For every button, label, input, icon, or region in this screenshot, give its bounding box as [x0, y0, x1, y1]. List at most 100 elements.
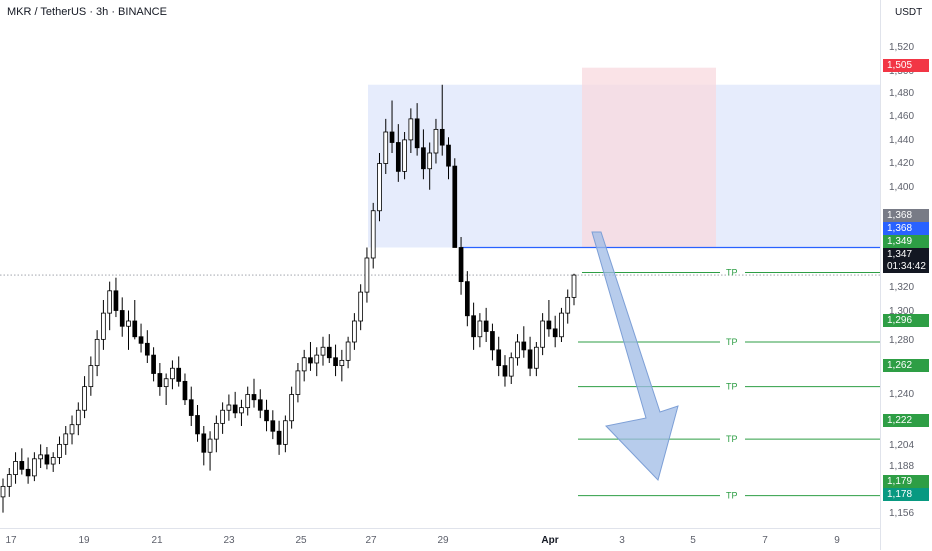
- candle-body: [320, 346, 326, 356]
- price-tick: 1,204: [889, 440, 915, 451]
- price-tick: 1,440: [889, 135, 915, 146]
- countdown-label: 01:34:42: [883, 260, 929, 273]
- symbol-title: MKR / TetherUS · 3h · BINANCE: [7, 6, 167, 18]
- time-tick: 5: [690, 535, 696, 546]
- candle-body: [13, 461, 18, 475]
- candle-body: [358, 291, 364, 322]
- stop-price-label: 1,505: [883, 59, 929, 72]
- candle-body: [339, 359, 345, 367]
- candle-body: [571, 274, 577, 298]
- time-tick: 7: [762, 535, 768, 546]
- tp-label: TP: [726, 267, 738, 277]
- candle-body: [521, 341, 527, 351]
- candle-body: [496, 349, 502, 367]
- entry-price-label-blue: 1,368: [883, 222, 929, 235]
- candle-body: [377, 163, 382, 212]
- candle-body: [477, 320, 483, 338]
- price-tick: 1,420: [889, 158, 915, 169]
- candle-body: [352, 320, 357, 343]
- candle-body: [326, 346, 332, 359]
- price-tick: 1,280: [889, 335, 915, 346]
- candle-body: [25, 468, 31, 477]
- candle-body: [559, 312, 564, 338]
- candle-body: [471, 315, 476, 338]
- candle-body: [483, 320, 489, 332]
- candle-body: [220, 409, 225, 424]
- candle-body: [132, 320, 138, 338]
- time-tick: 27: [365, 535, 377, 546]
- currency-label[interactable]: USDT: [895, 7, 923, 18]
- time-tick: 3: [619, 535, 625, 546]
- candle-body: [421, 147, 426, 170]
- candle-body: [176, 367, 182, 382]
- candle-body: [226, 404, 232, 411]
- tp-label: TP: [726, 337, 738, 347]
- tp3-price-label: 1,262: [883, 359, 929, 372]
- candle-body: [19, 461, 25, 470]
- candle-body: [395, 142, 401, 172]
- chart-area[interactable]: TP TP TP TP TP MKR / TetherUS · 3h · BINANCE: [0, 0, 880, 528]
- candle-body: [69, 424, 75, 435]
- zones-layer: [368, 67, 880, 248]
- candle-body: [75, 409, 81, 426]
- tp2-price-label: 1,296: [883, 314, 929, 327]
- candle-body: [383, 131, 389, 164]
- price-tick: 1,480: [889, 88, 915, 99]
- candle-body: [170, 367, 175, 380]
- time-tick: 25: [295, 535, 307, 546]
- candle-body: [57, 443, 62, 458]
- candle-body: [458, 247, 464, 283]
- price-tick: 1,520: [889, 42, 915, 53]
- candle-body: [32, 458, 37, 477]
- candle-body: [433, 128, 439, 154]
- candle-body: [182, 380, 188, 401]
- candle-body: [427, 152, 433, 170]
- candle-body: [540, 320, 545, 348]
- candle-body: [333, 357, 338, 367]
- time-tick: 21: [151, 535, 163, 546]
- candle-body: [534, 346, 539, 369]
- candle-body: [308, 357, 313, 364]
- candle-body: [0, 485, 6, 498]
- candle-body: [276, 430, 282, 445]
- down-arrow-icon: [591, 231, 679, 481]
- candle-body: [201, 433, 207, 453]
- candle-body: [408, 118, 414, 141]
- candle-body: [452, 165, 458, 248]
- candle-body: [270, 420, 276, 432]
- candle-body: [213, 422, 219, 440]
- candle-body: [94, 338, 100, 367]
- time-axis[interactable]: 17 19 21 23 25 27 29 Apr 3 5 7 9: [0, 528, 880, 551]
- price-axis[interactable]: USDT 1,520 1,500 1,480 1,460 1,440 1,420…: [880, 0, 932, 550]
- candle-body: [6, 474, 12, 487]
- price-tick: 1,400: [889, 182, 915, 193]
- time-tick: 29: [437, 535, 449, 546]
- candle-body: [490, 331, 495, 351]
- candle-body: [364, 257, 370, 293]
- candle-body: [207, 438, 213, 453]
- stop-loss-zone: [582, 67, 716, 248]
- current-price-label: 1,347: [883, 248, 929, 261]
- candle-body: [245, 394, 251, 409]
- time-tick: 19: [78, 535, 90, 546]
- candle-body: [251, 394, 257, 401]
- lines-layer: TP TP TP TP TP: [0, 246, 880, 501]
- candle-body: [295, 370, 301, 395]
- price-tick: 1,188: [889, 461, 915, 472]
- candle-body: [546, 320, 552, 330]
- price-tick: 1,300: [889, 306, 915, 317]
- candle-body: [370, 210, 376, 259]
- price-tick: 1,460: [889, 111, 915, 122]
- candle-body: [289, 394, 294, 422]
- candle-body: [552, 328, 558, 338]
- price-tick: 1,156: [889, 508, 915, 519]
- price-chart[interactable]: TP TP TP TP TP: [0, 0, 880, 528]
- candle-body: [314, 354, 320, 364]
- candle-body: [527, 349, 533, 369]
- time-tick-month: Apr: [541, 535, 559, 546]
- arrow-layer: [591, 231, 679, 481]
- candle-body: [50, 457, 56, 465]
- candle-body: [232, 404, 238, 414]
- candle-body: [515, 341, 520, 359]
- time-tick: 9: [834, 535, 840, 546]
